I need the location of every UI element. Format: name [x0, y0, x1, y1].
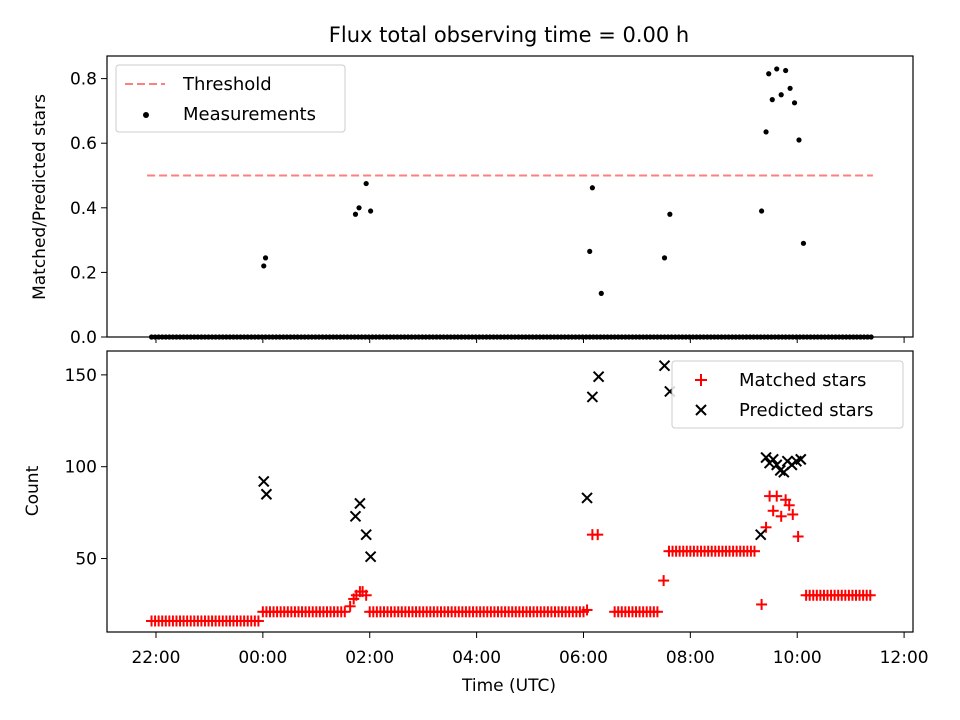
measurement-point — [661, 255, 668, 261]
matched-star-marker — [360, 589, 372, 601]
bottom-y-ticks: 50 100 150 — [65, 366, 107, 570]
predicted-star-marker — [354, 497, 366, 510]
matched-star-marker — [780, 494, 792, 506]
predicted-star-marker — [360, 528, 372, 541]
matched-star-marker — [658, 575, 670, 587]
predicted-star-marker — [592, 371, 605, 383]
matched-star-marker — [592, 529, 604, 541]
y-tick-label: 0.4 — [70, 199, 97, 219]
bottom-x-ticks: 22:00 00:00 02:00 04:00 06:00 08:00 10:00 12:00 — [131, 632, 929, 668]
measurement-point — [598, 290, 604, 296]
legend-matched-label: Matched stars — [739, 370, 866, 391]
matched-stars-markers — [146, 490, 876, 627]
predicted-star-marker — [581, 492, 593, 504]
x-tick-label: 04:00 — [452, 648, 501, 668]
measurement-point — [774, 66, 780, 72]
x-tick-label: 08:00 — [666, 648, 715, 668]
measurement-point — [769, 97, 775, 103]
x-tick-label: 06:00 — [559, 648, 608, 668]
measurement-point — [791, 100, 798, 106]
measurement-point — [778, 92, 784, 98]
legend-measurements-label: Measurements — [183, 104, 316, 125]
matched-star-marker — [767, 505, 779, 517]
measurement-legend-swatch — [143, 112, 149, 118]
top-legend: Threshold Measurements — [115, 64, 346, 133]
y-tick-label: 100 — [65, 458, 97, 478]
bottom-legend-box — [671, 360, 904, 429]
measurement-point — [783, 67, 789, 74]
bottom-y-axis-label: Count — [23, 465, 43, 516]
matched-star-marker — [756, 598, 768, 610]
matched-star-marker — [581, 604, 593, 616]
matched-star-marker — [344, 600, 356, 612]
predicted-star-marker — [767, 453, 779, 466]
measurement-point — [766, 71, 772, 77]
x-tick-label: 02:00 — [345, 648, 394, 668]
matched-star-marker — [783, 499, 795, 511]
predicted-legend-swatch — [695, 404, 707, 416]
predicted-star-marker — [349, 510, 362, 523]
x-tick-label: 12:00 — [880, 648, 929, 668]
measurement-point — [796, 137, 802, 143]
top-y-ticks: 0.0 0.2 0.4 0.6 0.8 — [70, 70, 107, 348]
measurement-point — [261, 263, 267, 269]
predicted-star-marker — [586, 391, 599, 403]
measurement-point — [758, 208, 765, 214]
measurement-point — [800, 240, 807, 246]
top-plot-frame — [106, 55, 914, 338]
measurement-point — [589, 185, 595, 191]
matched-star-marker — [252, 615, 264, 627]
y-tick-label: 150 — [65, 366, 97, 386]
y-tick-label: 0.0 — [70, 328, 97, 348]
matched-star-marker — [771, 490, 783, 502]
predicted-star-marker — [364, 550, 377, 563]
matched-star-marker — [775, 510, 787, 522]
x-tick-label: 10:00 — [773, 648, 822, 668]
matched-star-marker — [787, 508, 799, 520]
matched-star-marker — [792, 530, 804, 542]
y-tick-label: 0.6 — [70, 134, 97, 154]
legend-threshold-label: Threshold — [182, 74, 272, 95]
matched-star-marker — [663, 545, 675, 557]
matched-star-marker — [864, 589, 876, 601]
measurement-point — [356, 205, 362, 211]
measurement-point — [587, 248, 593, 255]
measurement-point — [352, 211, 359, 217]
predicted-star-marker — [258, 475, 270, 488]
y-tick-label: 0.2 — [70, 263, 97, 283]
measurement-point — [363, 180, 369, 187]
measurement-point — [368, 208, 374, 214]
bottom-legend: Matched stars Predicted stars — [671, 360, 904, 429]
measurement-point — [667, 211, 673, 217]
x-axis-label: Time (UTC) — [461, 676, 556, 696]
matched-star-marker — [651, 606, 663, 618]
y-tick-label: 0.8 — [70, 70, 97, 90]
bottom-plot-frame — [106, 350, 914, 633]
legend-predicted-label: Predicted stars — [739, 400, 873, 421]
top-y-axis-label: Matched/Predicted stars — [30, 94, 50, 300]
x-tick-label: 00:00 — [238, 648, 287, 668]
matched-star-marker — [760, 521, 772, 533]
measurement-point — [763, 129, 769, 135]
matched-star-marker — [748, 545, 760, 557]
predicted-star-marker — [754, 528, 767, 541]
top-chart-title: Flux total observing time = 0.00 h — [329, 23, 689, 47]
measurement-point — [787, 85, 793, 91]
predicted-stars-markers — [258, 359, 807, 563]
top-legend-box — [115, 64, 346, 133]
predicted-star-marker — [658, 359, 671, 372]
matched-legend-swatch — [695, 374, 707, 386]
predicted-star-marker — [260, 488, 273, 500]
predicted-star-marker — [795, 453, 807, 466]
measurement-point — [262, 255, 269, 261]
matched-star-marker — [339, 606, 351, 618]
x-tick-label: 22:00 — [131, 648, 180, 668]
y-tick-label: 50 — [75, 550, 97, 570]
